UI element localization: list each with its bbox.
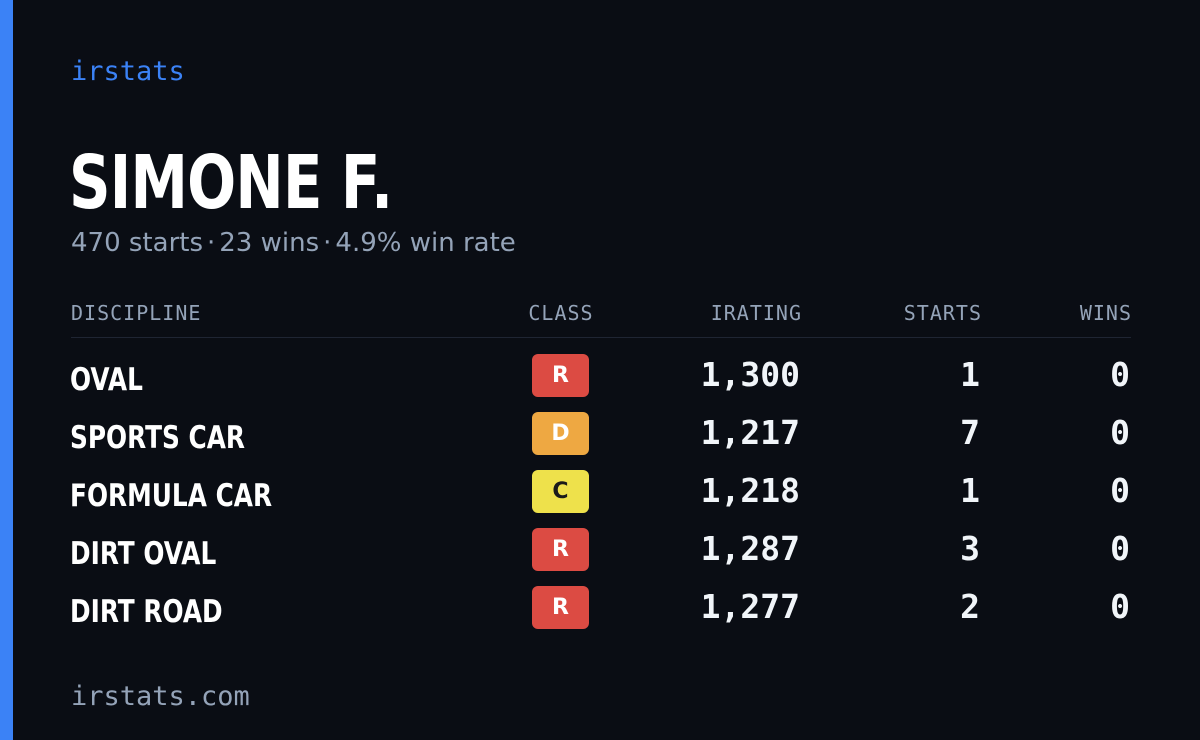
class-badge: R <box>532 586 589 629</box>
column-header-starts: STARTS <box>903 301 982 325</box>
discipline-label: DIRT OVAL <box>70 536 217 572</box>
brand-logo: irstats <box>71 56 185 87</box>
column-header-class: CLASS <box>528 301 594 325</box>
class-badge: R <box>532 354 589 397</box>
class-badge: R <box>532 528 589 571</box>
discipline-label: OVAL <box>70 362 143 398</box>
header-divider <box>71 337 1131 338</box>
column-header-discipline: DISCIPLINE <box>71 301 202 325</box>
irating-value: 1,300 <box>700 355 800 394</box>
table-row: DIRT OVAL R 1,287 3 0 <box>0 528 1200 586</box>
wins-value: 0 <box>1110 413 1130 452</box>
discipline-label: DIRT ROAD <box>70 594 223 630</box>
accent-bar <box>0 0 13 740</box>
starts-value: 3 <box>960 529 980 568</box>
table-row: DIRT ROAD R 1,277 2 0 <box>0 586 1200 644</box>
class-badge: C <box>532 470 589 513</box>
irating-value: 1,277 <box>700 587 800 626</box>
summary-win-rate: 4.9% win rate <box>335 228 516 258</box>
table-row: FORMULA CAR C 1,218 1 0 <box>0 470 1200 528</box>
starts-value: 1 <box>960 471 980 510</box>
wins-value: 0 <box>1110 529 1130 568</box>
starts-value: 1 <box>960 355 980 394</box>
summary-separator: · <box>323 228 332 258</box>
wins-value: 0 <box>1110 355 1130 394</box>
class-badge: D <box>532 412 589 455</box>
column-header-irating: IRATING <box>710 301 802 325</box>
irating-value: 1,217 <box>700 413 800 452</box>
irating-value: 1,287 <box>700 529 800 568</box>
table-row: SPORTS CAR D 1,217 7 0 <box>0 412 1200 470</box>
wins-value: 0 <box>1110 471 1130 510</box>
summary-wins: 23 wins <box>219 228 320 258</box>
footer-site-link[interactable]: irstats.com <box>71 681 250 712</box>
table-row: OVAL R 1,300 1 0 <box>0 354 1200 412</box>
discipline-label: SPORTS CAR <box>70 420 246 456</box>
starts-value: 7 <box>960 413 980 452</box>
wins-value: 0 <box>1110 587 1130 626</box>
irating-value: 1,218 <box>700 471 800 510</box>
summary-separator: · <box>207 228 216 258</box>
driver-summary: 470 starts · 23 wins · 4.9% win rate <box>71 228 516 258</box>
column-header-wins: WINS <box>1079 301 1132 325</box>
starts-value: 2 <box>960 587 980 626</box>
discipline-label: FORMULA CAR <box>70 478 273 514</box>
summary-starts: 470 starts <box>71 228 203 258</box>
driver-name: SIMONE F. <box>69 140 393 226</box>
